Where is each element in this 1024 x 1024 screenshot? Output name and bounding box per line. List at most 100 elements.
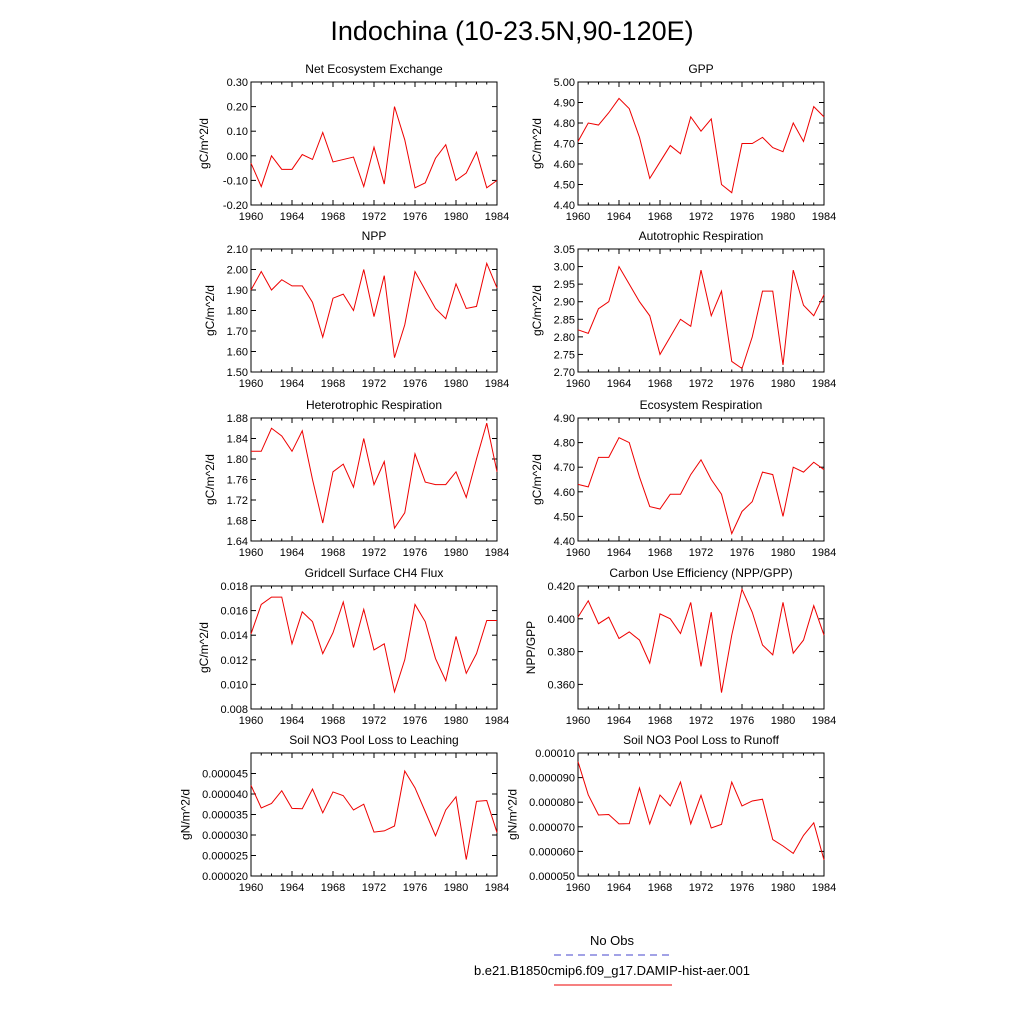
plot-frame xyxy=(250,752,498,877)
y-tick-label: -0.20 xyxy=(223,200,248,212)
y-tick-label: 0.018 xyxy=(220,581,248,593)
series-line xyxy=(250,261,498,358)
y-tick-label: 0.30 xyxy=(227,77,248,89)
x-tick-label: 1964 xyxy=(280,547,304,559)
y-tick-label: -0.10 xyxy=(223,175,248,187)
x-tick-label: 1960 xyxy=(239,547,263,559)
x-tick-label: 1976 xyxy=(730,547,754,559)
x-tick-label: 1976 xyxy=(730,211,754,223)
x-tick-label: 1972 xyxy=(362,882,386,894)
panel-6: Gridcell Surface CH4 Flux 1960 1964 1968 197… xyxy=(197,566,509,727)
x-tick-label: 1984 xyxy=(485,882,509,894)
x-tick-label: 1972 xyxy=(362,211,386,223)
x-tick-label: 1960 xyxy=(566,378,590,390)
x-tick-label: 1980 xyxy=(444,211,468,223)
panel-title: Soil NO3 Pool Loss to Runoff xyxy=(623,733,780,747)
legend: No Obs b.e21.B1850cmip6.f09_g17.DAMIP-hi… xyxy=(474,933,750,986)
plot-frame xyxy=(250,417,498,542)
y-tick-label: 1.80 xyxy=(227,454,248,466)
x-tick-label: 1972 xyxy=(362,547,386,559)
panel-title: Ecosystem Respiration xyxy=(640,398,763,412)
x-tick-label: 1976 xyxy=(730,715,754,727)
x-tick-label: 1984 xyxy=(485,715,509,727)
x-tick-label: 1984 xyxy=(485,547,509,559)
x-tick-label: 1980 xyxy=(444,378,468,390)
y-axis-label: gC/m^2/d xyxy=(203,285,217,336)
y-tick-label: 4.50 xyxy=(554,180,575,192)
y-tick-label: 4.80 xyxy=(554,118,575,130)
x-tick-label: 1960 xyxy=(566,547,590,559)
panel-title: Net Ecosystem Exchange xyxy=(305,62,443,76)
y-axis-label: gC/m^2/d xyxy=(203,454,217,505)
y-tick-label: 0.380 xyxy=(547,647,575,659)
x-tick-label: 1972 xyxy=(689,715,713,727)
y-tick-label: 1.68 xyxy=(227,516,248,528)
series-line xyxy=(577,97,825,194)
x-tick-label: 1976 xyxy=(403,211,427,223)
y-tick-label: 0.000025 xyxy=(202,851,248,863)
plot-frame xyxy=(577,752,825,877)
x-tick-label: 1960 xyxy=(239,378,263,390)
x-tick-label: 1960 xyxy=(239,715,263,727)
y-tick-label: 2.70 xyxy=(554,367,575,379)
x-tick-label: 1964 xyxy=(280,211,304,223)
y-tick-label: 4.80 xyxy=(554,438,575,450)
y-tick-label: 4.60 xyxy=(554,159,575,171)
y-axis-label: gN/m^2/d xyxy=(505,789,519,840)
x-tick-label: 1968 xyxy=(648,715,672,727)
x-tick-label: 1968 xyxy=(321,715,345,727)
x-tick-label: 1960 xyxy=(566,715,590,727)
x-tick-label: 1964 xyxy=(280,378,304,390)
x-tick-label: 1984 xyxy=(812,882,836,894)
plot-frame xyxy=(250,585,498,710)
y-tick-label: 0.000070 xyxy=(529,822,575,834)
y-axis-label: gC/m^2/d xyxy=(530,454,544,505)
x-tick-label: 1980 xyxy=(771,378,795,390)
y-tick-label: 2.90 xyxy=(554,297,575,309)
panel-title: Heterotrophic Respiration xyxy=(306,398,442,412)
x-tick-label: 1964 xyxy=(607,547,631,559)
y-tick-label: 2.75 xyxy=(554,349,575,361)
x-tick-label: 1968 xyxy=(321,378,345,390)
series-line xyxy=(250,769,498,860)
y-tick-label: 0.20 xyxy=(227,102,248,114)
x-tick-label: 1976 xyxy=(730,882,754,894)
panel-title: Autotrophic Respiration xyxy=(639,229,764,243)
y-tick-label: 1.88 xyxy=(227,413,248,425)
x-tick-label: 1976 xyxy=(730,378,754,390)
x-tick-label: 1972 xyxy=(362,378,386,390)
x-tick-label: 1980 xyxy=(771,547,795,559)
panel-4: Heterotrophic Respiration 1960 1964 1968 197… xyxy=(203,398,509,559)
panel-title: Soil NO3 Pool Loss to Leaching xyxy=(289,733,458,747)
y-axis-label: gN/m^2/d xyxy=(178,789,192,840)
y-tick-label: 4.70 xyxy=(554,462,575,474)
y-tick-label: 4.70 xyxy=(554,139,575,151)
y-tick-label: 2.80 xyxy=(554,332,575,344)
y-tick-label: 0.016 xyxy=(220,606,248,618)
legend-label-obs: No Obs xyxy=(590,933,635,948)
y-tick-label: 1.50 xyxy=(227,367,248,379)
y-tick-label: 3.05 xyxy=(554,244,575,256)
y-tick-label: 1.76 xyxy=(227,475,248,487)
main-title: Indochina (10-23.5N,90-120E) xyxy=(330,16,693,46)
panel-2: NPP 1960 1964 1968 1972 1976 1980 1984 1.50 1.60 1… xyxy=(203,229,509,390)
series-line xyxy=(577,437,825,536)
legend-label-model: b.e21.B1850cmip6.f09_g17.DAMIP-hist-aer.… xyxy=(474,963,750,978)
x-tick-label: 1964 xyxy=(607,378,631,390)
y-tick-label: 0.360 xyxy=(547,679,575,691)
series-line xyxy=(250,596,497,694)
panel-title: GPP xyxy=(688,62,713,76)
x-tick-label: 1960 xyxy=(566,882,590,894)
x-tick-label: 1980 xyxy=(771,882,795,894)
x-tick-label: 1968 xyxy=(321,882,345,894)
x-tick-label: 1964 xyxy=(280,715,304,727)
plot-frame xyxy=(250,81,498,206)
x-tick-label: 1976 xyxy=(403,882,427,894)
y-tick-label: 1.80 xyxy=(227,306,248,318)
y-tick-label: 0.000050 xyxy=(529,871,575,883)
plot-frame xyxy=(577,248,825,373)
x-tick-label: 1984 xyxy=(485,378,509,390)
x-tick-label: 1976 xyxy=(403,547,427,559)
x-tick-label: 1968 xyxy=(648,882,672,894)
